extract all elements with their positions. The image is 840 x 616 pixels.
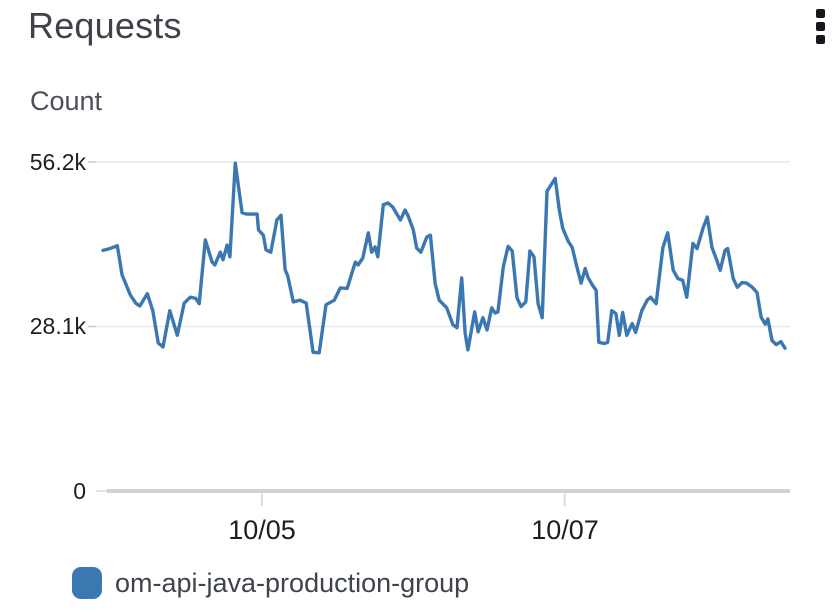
kebab-dot <box>815 9 825 18</box>
legend-color-swatch <box>72 567 102 599</box>
y-axis-title: Count <box>30 86 103 116</box>
x-tick-label-1005: 10/05 <box>228 515 296 545</box>
y-tick-label-28k: 28.1k <box>29 313 86 339</box>
series-line-om-api-java-production-group <box>101 161 787 355</box>
legend-series-label: om-api-java-production-group <box>115 568 470 598</box>
widget-title: Requests <box>28 5 182 46</box>
kebab-dot <box>815 22 825 31</box>
x-tick-label-1007: 10/07 <box>531 515 599 545</box>
kebab-dot <box>815 35 825 44</box>
y-tick-label-0: 0 <box>73 478 86 504</box>
legend-item[interactable]: om-api-java-production-group <box>72 564 469 602</box>
y-tick-label-56k: 56.2k <box>29 149 86 175</box>
kebab-menu-icon[interactable] <box>806 2 834 50</box>
